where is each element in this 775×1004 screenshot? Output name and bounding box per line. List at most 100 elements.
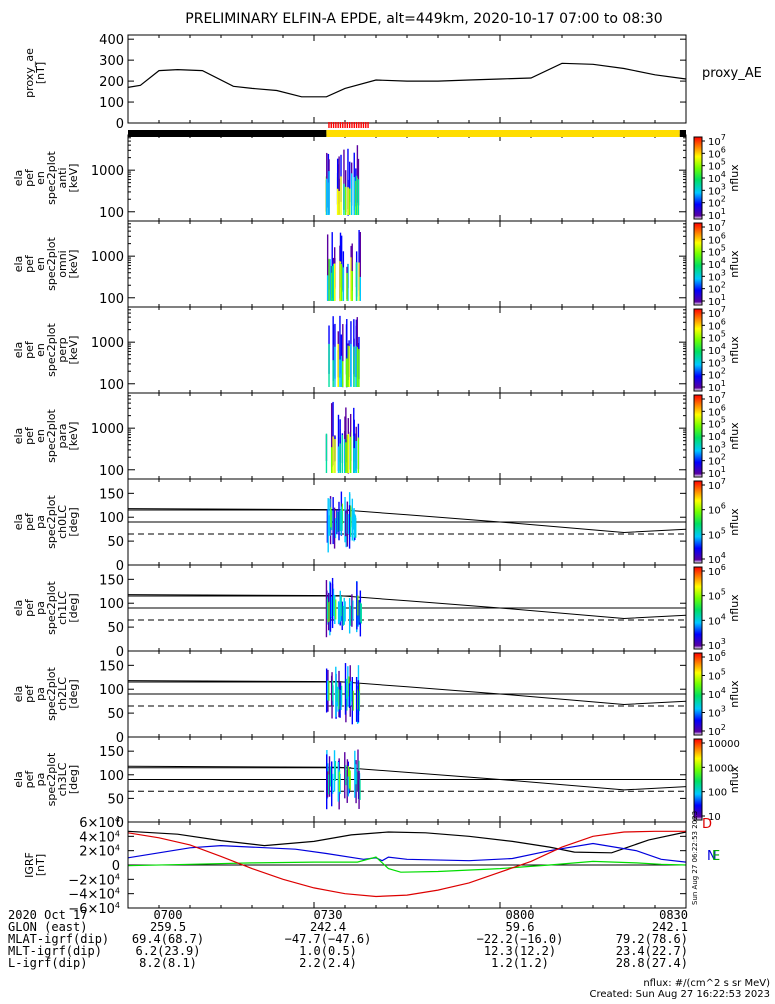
y-axis-label: [keV] [67,422,80,451]
colorbar-tick-label: 103 [708,268,726,283]
colorbar [693,566,703,650]
y-axis-label: en [34,257,47,271]
data-marker [365,122,367,128]
panel-frame [127,34,687,124]
y-tick-label: 300 [99,54,124,69]
y-axis-label: ch2LC [56,677,69,711]
panel-pa_ch1: 0 50 100 150 103 104 105 106 nflux elapefpaspec2p… [12,563,741,660]
footer-cell: 242.1 [652,920,688,934]
y-tick-label: 100 [99,597,124,612]
panel-proxy_ae: 0 100 200 300 400 proxy_AE proxy_ae[nT] [23,33,762,132]
y-axis-label: IGRF [23,852,36,878]
y-tick-label: 0 [116,731,124,746]
y-tick-label: 100 [99,683,124,698]
footer-cell: −47.7(−47.6) [285,932,372,946]
y-tick-label: 50 [107,707,124,722]
data-marker [332,122,335,128]
y-tick-label: 0 [116,645,124,660]
colorbar [693,738,703,821]
y-tick-label: 1000 [91,250,124,265]
igrf-series-line [127,830,687,854]
colorbar-tick-label: 107 [708,133,726,148]
colorbar-tick-label: 104 [708,342,726,357]
colorbar-tick-label: 106 [708,502,726,517]
colorbar-tick-label: 1000 [708,763,733,774]
colorbar-label: nflux [728,336,741,364]
footer-cell: 2020 Oct 17 [8,908,87,922]
igrf-component-label: D [702,817,712,832]
y-tick-label: 100 [99,292,124,307]
footer-cell: 59.6 [506,920,535,934]
colorbar-tick-label: 104 [708,686,726,701]
colorbar-tick-label: 105 [708,158,726,173]
loss-cone-line [127,680,687,706]
y-axis-label: ela [12,170,25,187]
igrf-component-label: N [707,849,717,864]
panel-frame [127,392,687,480]
footer-cell: 1.2(1.2) [491,956,549,970]
y-axis-label: [deg] [67,507,80,536]
y-axis-label: pa [34,601,47,615]
data-marker [353,122,355,128]
y-axis-label: omni [56,250,69,277]
colorbar-label: nflux [728,164,741,192]
footer-cell: 28.8(27.4) [616,956,688,970]
colorbar-tick-label: 105 [708,244,726,259]
footer-cell: GLON (east) [8,920,87,934]
y-tick-label: 100 [99,206,124,221]
data-marker [355,122,358,128]
y-tick-label: −6×104 [68,901,120,917]
colorbar [693,308,703,392]
y-axis-label: [keV] [67,164,80,193]
colorbar-label: nflux [728,422,741,450]
footer-cell: 259.5 [150,920,186,934]
colorbar-tick-label: 105 [708,526,726,541]
colorbar-tick-label: 106 [708,563,726,578]
footer-cell: 69.4(68.7) [132,932,204,946]
y-axis-label: spec2plot [45,323,58,377]
igrf-series-line [127,830,686,898]
y-axis-label: pef [23,770,36,789]
colorbar-tick-label: 105 [708,668,726,683]
colorbar-tick-label: 103 [708,182,726,197]
y-axis-label: [deg] [67,593,80,622]
y-tick-label: 0 [116,816,124,831]
colorbar-tick-label: 104 [708,256,726,271]
data-marker [362,122,365,128]
y-axis-label: proxy_ae [23,48,36,98]
footer-cell: −22.2(−16.0) [477,932,564,946]
colorbar-tick-label: 101 [708,465,726,480]
y-axis-label: spec2plot [45,495,58,549]
y-axis-label: pef [23,512,36,531]
data-marker [344,122,346,128]
panel-pa_ch0: 0 50 100 150 104 105 106 107 nflux elapefpaspec2p… [12,477,741,574]
y-axis-label: ela [12,514,25,531]
y-axis-label: spec2plot [45,581,58,635]
y-axis-label: ela [12,771,25,788]
y-axis-label: pef [23,426,36,445]
y-axis-label: spec2plot [45,151,58,205]
colorbar [693,652,703,736]
colorbar-tick-label: 105 [708,588,726,603]
y-axis-label: pef [23,254,36,273]
y-tick-label: 100 [99,464,124,479]
colorbar-tick-label: 106 [708,403,726,418]
y-axis-label: ela [12,428,25,445]
y-axis-label: pa [34,773,47,787]
chart-title: PRELIMINARY ELFIN-A EPDE, alt=449km, 202… [185,11,662,27]
colorbar-tick-label: 107 [708,219,726,234]
panel-frame [127,134,687,222]
colorbar [693,136,703,220]
loss-cone-line [127,594,687,620]
created-stamp: Created: Sun Aug 27 16:22:53 2023 [590,989,770,1000]
y-axis-label: [deg] [67,679,80,708]
data-marker [367,122,369,128]
footer-cell: 0830 [659,908,688,922]
footer-cell: L-igrf(dip) [8,956,87,970]
footer-cell: 6.2(23.9) [135,944,200,958]
data-marker [360,122,362,128]
